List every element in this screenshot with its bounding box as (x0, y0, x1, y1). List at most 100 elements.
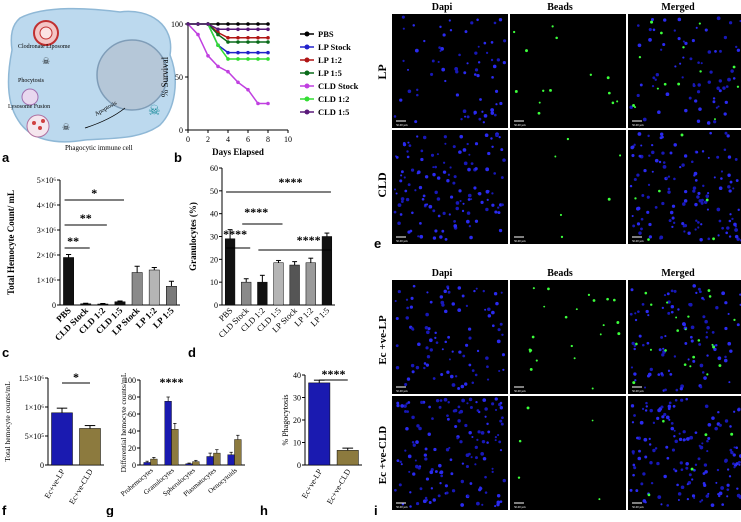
nucleus-dot (460, 384, 465, 389)
e-row-label-cld: CLD (375, 172, 389, 198)
nucleus (96, 39, 168, 111)
nucleus-dot (499, 449, 503, 452)
nucleus-dot (707, 422, 712, 427)
nucleus-dot (429, 470, 434, 475)
bead-dot (712, 345, 716, 349)
nucleus-dot (732, 187, 735, 190)
nucleus-dot (630, 366, 634, 369)
nucleus-dot (694, 431, 698, 434)
nucleus-dot (673, 355, 677, 358)
d-bar (273, 262, 284, 306)
nucleus-dot (412, 472, 416, 476)
nucleus-dot (458, 350, 462, 354)
nucleus-dot (694, 463, 698, 467)
nucleus-dot (431, 417, 434, 420)
nucleus-dot (446, 179, 450, 183)
nucleus-dot (491, 467, 494, 470)
nucleus-dot (707, 50, 712, 54)
nucleus-dot (670, 422, 674, 425)
nucleus-dot (449, 166, 452, 169)
nucleus-dot (673, 435, 676, 438)
nucleus-dot (500, 422, 504, 426)
micrograph-tile: 50.00 µm (392, 130, 508, 244)
diagram-label-phagocytosis: Phocytosis (18, 78, 45, 84)
nucleus-dot (491, 470, 494, 473)
nucleus-dot (474, 51, 478, 55)
b-legend-marker (304, 44, 310, 50)
b-point (266, 27, 270, 32)
nucleus-dot (400, 174, 403, 177)
nucleus-dot (693, 496, 696, 500)
nucleus-dot (675, 388, 679, 392)
micrograph-background (392, 396, 508, 510)
nucleus-dot (705, 194, 710, 198)
panel-letter-c: c (2, 345, 9, 360)
bead-dot (591, 419, 594, 422)
bead-dot (650, 20, 654, 24)
nucleus-dot (473, 73, 477, 76)
nucleus-dot (682, 40, 685, 43)
nucleus-dot (662, 161, 666, 164)
nucleus-dot (426, 330, 430, 335)
nucleus-dot (640, 227, 643, 231)
nucleus-dot (634, 318, 638, 322)
nucleus-dot (691, 478, 694, 481)
nucleus-dot (651, 150, 655, 155)
nucleus-dot (652, 421, 656, 424)
nucleus-dot (474, 167, 478, 171)
nucleus-dot (409, 491, 412, 494)
nucleus-dot (395, 366, 400, 370)
nucleus-dot (728, 381, 731, 384)
b-point (216, 43, 220, 47)
nucleus-dot (716, 86, 720, 90)
bead-dot (677, 82, 681, 86)
nucleus-dot (438, 46, 441, 49)
bead-dot (555, 36, 558, 40)
d-ytick-label: 0 (214, 301, 218, 310)
nucleus-dot (706, 208, 709, 211)
b-xlabel: Days Elapsed (212, 147, 264, 157)
nucleus-dot (499, 401, 503, 405)
nucleus-dot (681, 222, 685, 226)
nucleus-dot (403, 176, 406, 179)
h-bar (336, 450, 359, 466)
bead-dot (649, 348, 652, 351)
nucleus-dot (474, 219, 479, 223)
nucleus-dot (423, 453, 428, 457)
i-col-header-merged: Merged (661, 268, 695, 279)
nucleus-dot (405, 316, 409, 320)
nucleus-dot (412, 24, 416, 27)
nucleus-dot (425, 346, 429, 350)
scale-bar-label: 50.00 µm (396, 389, 408, 393)
nucleus-dot (485, 189, 490, 194)
micrograph-background (510, 14, 626, 128)
nucleus-dot (440, 474, 444, 478)
nucleus-dot (727, 77, 731, 82)
nucleus-dot (717, 410, 720, 414)
d-sig-label: **** (244, 205, 268, 219)
nucleus-dot (670, 304, 675, 309)
bead-dot (566, 137, 570, 141)
nucleus-dot (443, 397, 448, 402)
nucleus-dot (728, 219, 732, 223)
nucleus-dot (704, 404, 709, 409)
nucleus-dot (426, 291, 429, 294)
nucleus-dot (710, 503, 715, 508)
nucleus-dot (461, 398, 466, 403)
nucleus-dot (476, 409, 480, 412)
i-col-header-dapi: Dapi (432, 268, 453, 279)
b-point (196, 32, 200, 37)
micrograph-background (510, 130, 626, 244)
bead-dot (573, 357, 576, 360)
nucleus-dot (658, 348, 662, 352)
g-bar (227, 454, 235, 466)
nucleus-dot (692, 359, 696, 363)
nucleus-dot (448, 446, 451, 449)
nucleus-dot (424, 496, 428, 500)
nucleus-dot (476, 74, 480, 78)
f-ylabel: Total hemocyte counts/mL (3, 381, 12, 462)
nucleus-dot (497, 433, 500, 437)
bead-dot (517, 476, 521, 479)
nucleus-dot (468, 225, 472, 228)
